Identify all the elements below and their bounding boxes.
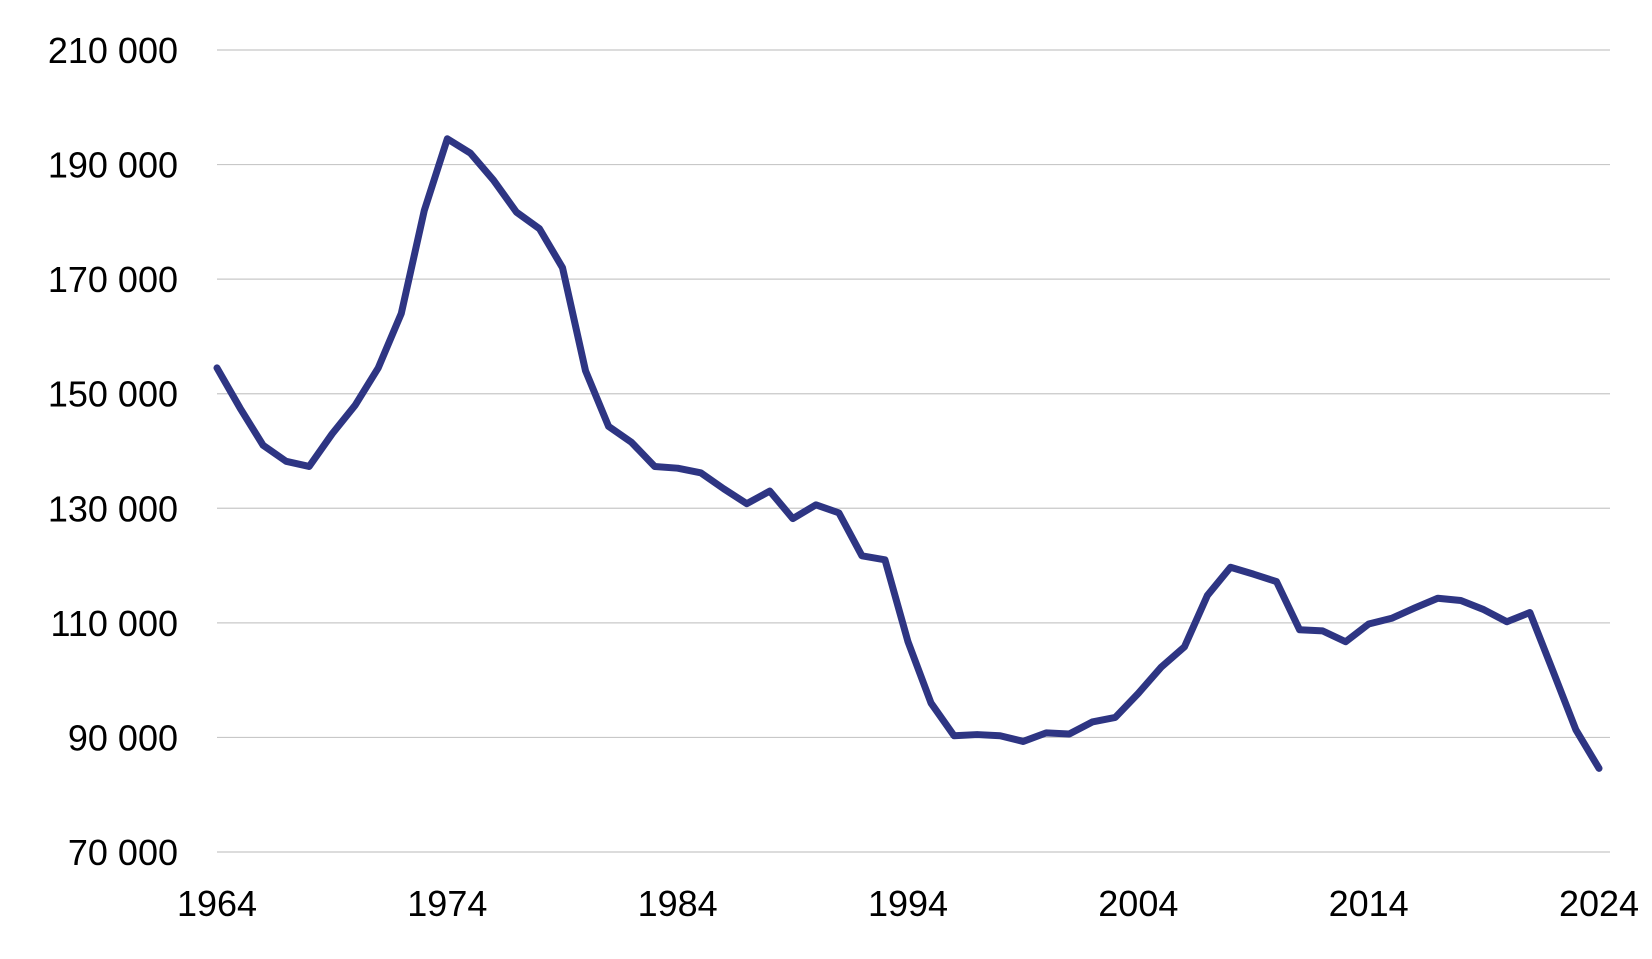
- data-point-1984: [675, 465, 681, 471]
- data-point-2018: [1458, 598, 1464, 604]
- y-tick-label-7: 210 000: [48, 30, 178, 71]
- data-point-2023: [1573, 727, 1579, 733]
- data-point-1994: [905, 639, 911, 645]
- gridlines: [217, 49, 1610, 853]
- data-point-1985: [698, 470, 704, 476]
- data-point-1973: [421, 207, 427, 213]
- data-point-1974: [444, 136, 450, 142]
- data-point-1993: [882, 557, 888, 563]
- data-point-1966: [260, 442, 266, 448]
- data-point-2002: [1089, 719, 1095, 725]
- data-point-1978: [536, 226, 542, 232]
- data-point-2016: [1412, 605, 1418, 611]
- data-point-2006: [1181, 644, 1187, 650]
- data-point-2012: [1320, 628, 1326, 634]
- data-point-1990: [813, 502, 819, 508]
- data-point-1968: [306, 463, 312, 469]
- data-point-1987: [744, 501, 750, 507]
- data-point-2022: [1550, 668, 1556, 674]
- data-point-1979: [560, 265, 566, 271]
- y-tick-label-0: 70 000: [68, 832, 178, 873]
- data-point-1969: [329, 431, 335, 437]
- data-point-1976: [490, 177, 496, 183]
- data-point-2020: [1504, 619, 1510, 625]
- data-point-2004: [1135, 690, 1141, 696]
- data-point-1999: [1020, 738, 1026, 744]
- data-point-1995: [928, 700, 934, 706]
- data-point-1972: [398, 311, 404, 317]
- y-tick-label-5: 170 000: [48, 259, 178, 300]
- data-point-1983: [652, 463, 658, 469]
- data-point-2019: [1481, 607, 1487, 613]
- data-point-1988: [767, 488, 773, 494]
- y-tick-label-4: 150 000: [48, 374, 178, 415]
- y-tick-label-6: 190 000: [48, 145, 178, 186]
- data-point-1964: [214, 365, 220, 371]
- series-layer: [213, 135, 1603, 772]
- data-point-2014: [1366, 621, 1372, 627]
- x-tick-label-1: 1974: [407, 883, 487, 924]
- data-point-1986: [721, 486, 727, 492]
- y-tick-label-2: 110 000: [51, 603, 178, 644]
- series-line-0: [213, 135, 1603, 772]
- data-point-2009: [1251, 571, 1257, 577]
- data-point-2017: [1435, 595, 1441, 601]
- data-point-2001: [1066, 731, 1072, 737]
- data-point-2013: [1343, 639, 1349, 645]
- data-point-2007: [1204, 592, 1210, 598]
- data-point-1981: [606, 423, 612, 429]
- data-point-2008: [1227, 564, 1233, 570]
- x-tick-label-4: 2004: [1098, 883, 1178, 924]
- x-tick-label-6: 2024: [1559, 883, 1639, 924]
- data-point-1977: [513, 209, 519, 215]
- data-point-2024: [1596, 765, 1602, 771]
- data-point-1998: [997, 733, 1003, 739]
- x-tick-label-3: 1994: [868, 883, 948, 924]
- data-point-1980: [583, 368, 589, 374]
- data-point-2005: [1158, 664, 1164, 670]
- data-point-2021: [1527, 610, 1533, 616]
- data-point-1992: [859, 553, 865, 559]
- data-point-1970: [352, 402, 358, 408]
- y-tick-label-1: 90 000: [68, 717, 178, 758]
- data-point-2010: [1274, 579, 1280, 585]
- data-point-1982: [629, 439, 635, 445]
- data-point-2000: [1043, 730, 1049, 736]
- x-axis-tick-labels: 1964 1974 1984 1994 2004 2014 2024: [177, 883, 1639, 924]
- data-point-2011: [1297, 627, 1303, 633]
- x-tick-label-2: 1984: [638, 883, 718, 924]
- data-point-1965: [237, 405, 243, 411]
- data-point-2015: [1389, 615, 1395, 621]
- x-tick-label-0: 1964: [177, 883, 257, 924]
- x-tick-label-5: 2014: [1329, 883, 1409, 924]
- data-point-1989: [790, 516, 796, 522]
- y-axis-tick-labels: 70 000 90 000 110 000 130 000 150 000 170 000…: [48, 30, 178, 873]
- y-tick-label-3: 130 000: [48, 488, 178, 529]
- data-point-1967: [283, 458, 289, 464]
- data-point-1991: [836, 510, 842, 516]
- data-point-2003: [1112, 714, 1118, 720]
- data-point-1975: [467, 150, 473, 156]
- data-point-1971: [375, 365, 381, 371]
- data-point-1997: [974, 732, 980, 738]
- data-point-1996: [951, 733, 957, 739]
